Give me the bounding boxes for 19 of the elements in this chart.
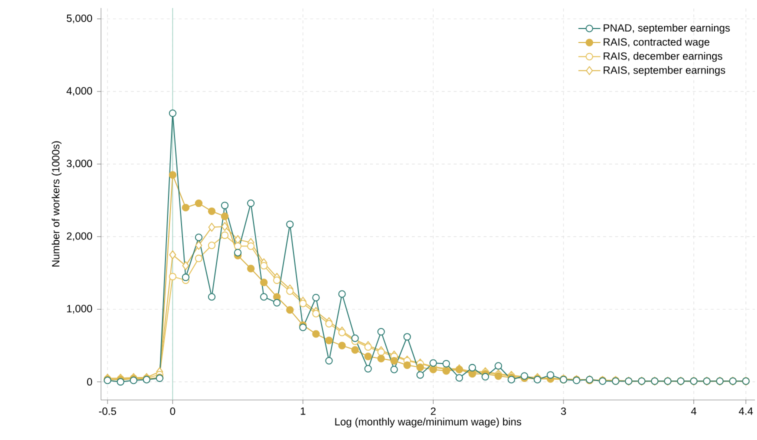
y-tick-label: 4,000 [66, 87, 92, 96]
x-tick-label: -0.5 [98, 408, 116, 415]
y-tick-label: 0 [87, 378, 92, 386]
legend-label: PNAD, september earnings [604, 24, 730, 34]
y-tick-label: 5,000 [66, 14, 92, 24]
x-axis-title: Log (monthly wage/minimum wage) bins [335, 418, 522, 428]
legend-label: RAIS, contracted wage [604, 38, 710, 48]
y-tick-label: 3,000 [66, 160, 92, 168]
legend-label: RAIS, september earnings [604, 66, 726, 76]
x-tick-label: 3 [560, 408, 566, 415]
x-tick-label: 2 [430, 408, 436, 415]
x-tick-label: 4.4 [738, 408, 753, 415]
y-axis-title: Number of workers (1000s) [52, 141, 62, 266]
legend-label: RAIS, december earnings [604, 52, 722, 62]
x-tick-label: 4 [691, 408, 696, 415]
y-tick-label: 2,000 [66, 232, 92, 241]
x-tick-label: 0 [170, 408, 176, 415]
y-tick-label: 1,000 [67, 304, 92, 314]
x-tick-label: 1 [300, 408, 306, 415]
